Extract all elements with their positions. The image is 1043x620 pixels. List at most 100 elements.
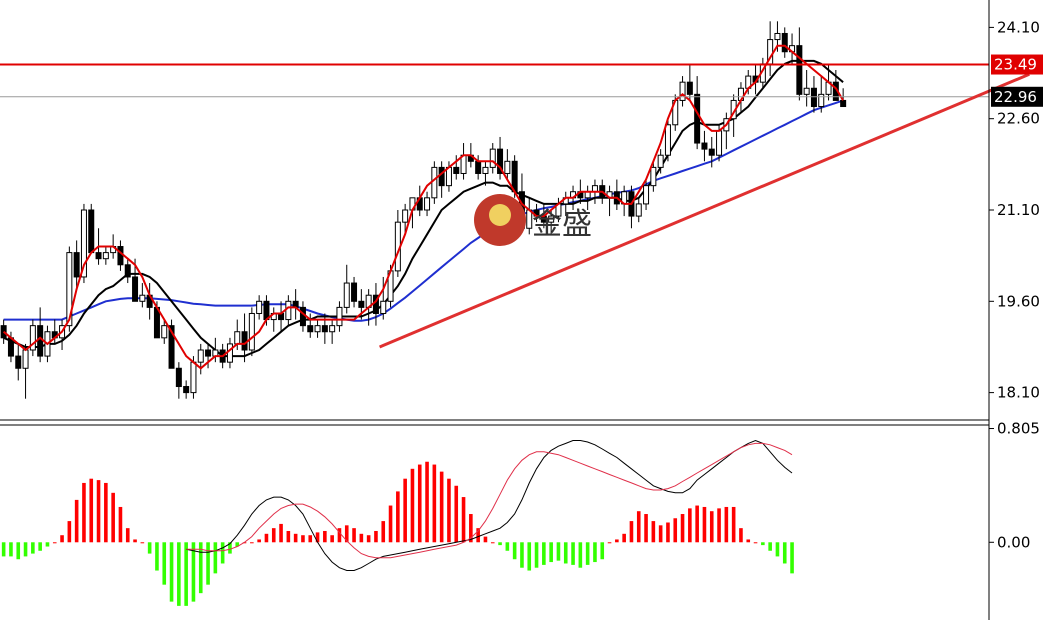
candle (453, 155, 460, 180)
macd-bar-positive (746, 539, 751, 543)
watermark: 金盛 (474, 194, 592, 246)
candle-body-up (679, 81, 686, 101)
macd-bar-positive (286, 530, 291, 543)
macd-bar-positive (658, 525, 663, 543)
macd-bar-negative (768, 542, 772, 551)
macd-bar-positive (330, 535, 334, 543)
macd-bar-negative (571, 542, 575, 565)
candle-body-down (205, 349, 212, 357)
candle (175, 362, 182, 399)
macd-bar-negative (147, 542, 152, 554)
macd-bar-negative (228, 542, 232, 554)
macd-bar-negative (563, 542, 568, 564)
macd-bar-positive (425, 461, 429, 543)
macd-bar-negative (213, 542, 218, 574)
candle-body-down (95, 252, 102, 260)
macd-bar-positive (724, 506, 729, 543)
candle-body-up (336, 306, 343, 327)
candle (818, 76, 825, 113)
macd-bar-negative (9, 542, 13, 557)
candle (161, 319, 168, 344)
candle (351, 276, 358, 308)
candle-body-down (497, 148, 504, 174)
candle-body-up (329, 325, 336, 333)
candle-body-up (635, 203, 642, 217)
candle-body-down (351, 282, 358, 302)
macd-bar-positive (366, 535, 371, 543)
macd-bar-positive (257, 539, 261, 543)
macd-bar-positive (308, 535, 313, 543)
candle (701, 130, 708, 162)
candle (431, 161, 438, 204)
macd-bar-negative (45, 542, 50, 547)
macd-panel (1, 439, 794, 606)
candle (380, 276, 387, 320)
macd-line (186, 439, 793, 571)
macd-bar-negative (38, 542, 42, 551)
candle-body-down (175, 367, 182, 388)
candle-body-up (139, 294, 146, 302)
candle-body-up (256, 300, 263, 314)
macd-bar-positive (607, 542, 612, 544)
candle-body-up (380, 300, 387, 314)
macd-bar-positive (118, 506, 123, 543)
macd-bar-positive (636, 511, 641, 543)
candle (482, 161, 489, 186)
y-tick-label: 19.60 (997, 292, 1040, 310)
macd-bar-positive (381, 521, 386, 543)
candle (789, 33, 796, 64)
candle-body-down (358, 300, 365, 308)
candle-body-up (285, 300, 292, 321)
price-overlays (0, 44, 1030, 370)
macd-bar-positive (74, 499, 79, 543)
macd-bar-positive (344, 525, 349, 543)
macd-bar-positive (651, 521, 656, 543)
candle-body-down (438, 166, 445, 187)
candle (650, 161, 657, 192)
sun-logo-core (489, 204, 511, 226)
candle-body-down (694, 93, 701, 144)
macd-bar-negative (512, 542, 517, 560)
candle (314, 319, 321, 338)
candle-body-up (774, 32, 781, 41)
candle-body-down (840, 99, 847, 108)
macd-bar-negative (593, 542, 597, 563)
macd-bar-positive (461, 497, 466, 543)
candle (686, 63, 693, 101)
macd-bar-positive (352, 528, 356, 543)
macd-bar-negative (206, 542, 210, 585)
macd-bar-positive (82, 482, 86, 543)
price-tag-box (991, 54, 1043, 75)
candle (767, 21, 774, 77)
macd-bar-positive (490, 542, 495, 544)
price-tag-box (991, 86, 1043, 107)
candle (628, 185, 635, 229)
candle (183, 380, 190, 399)
price-tag-label: 22.96 (994, 88, 1037, 106)
macd-bar-negative (191, 542, 196, 602)
macd-bar-negative (198, 542, 203, 594)
candle (504, 149, 511, 180)
macd-bar-positive (96, 480, 101, 543)
macd-bar-negative (775, 542, 780, 557)
macd-bar-negative (162, 542, 167, 585)
candle-body-up (716, 130, 723, 156)
macd-bar-positive (447, 478, 451, 543)
macd-bar-positive (293, 533, 298, 543)
macd-bar-negative (549, 542, 553, 563)
y-tick-label: 18.10 (997, 384, 1040, 402)
candle-body-down (124, 264, 131, 278)
macd-bar-positive (739, 528, 743, 543)
macd-bar-positive (337, 528, 342, 543)
macd-bar-negative (184, 542, 188, 606)
macd-bar-negative (600, 542, 605, 560)
macd-tick-label: 0.805 (997, 420, 1040, 438)
candle-body-up (22, 349, 29, 369)
candle (489, 143, 496, 174)
macd-bar-positive (615, 539, 619, 543)
macd-bar-positive (439, 471, 444, 543)
candle (29, 319, 36, 357)
candle (548, 210, 555, 235)
